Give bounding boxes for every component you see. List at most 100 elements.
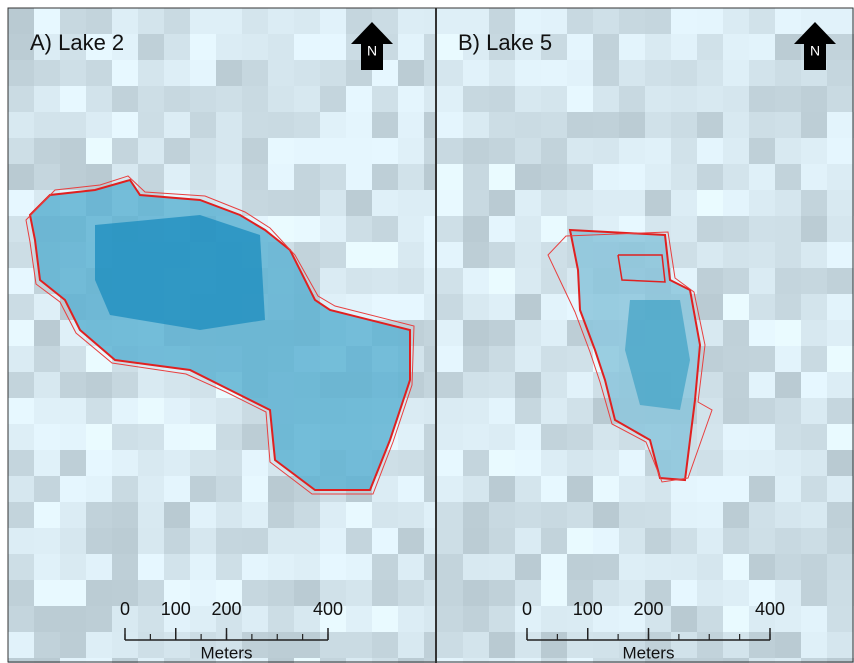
pixel <box>190 86 216 112</box>
pixel <box>8 268 34 294</box>
pixel <box>34 346 60 372</box>
pixel <box>827 242 853 268</box>
pixel <box>671 112 697 138</box>
pixel <box>593 476 619 502</box>
pixel <box>437 606 463 632</box>
pixel <box>437 372 463 398</box>
pixel <box>671 528 697 554</box>
pixel <box>723 216 749 242</box>
pixel <box>346 190 372 216</box>
pixel <box>8 164 34 190</box>
pixel <box>8 502 34 528</box>
scale-label: 400 <box>755 599 785 619</box>
pixel <box>242 424 268 450</box>
pixel <box>645 554 671 580</box>
pixel <box>268 8 294 34</box>
pixel <box>567 138 593 164</box>
pixel <box>515 346 541 372</box>
pixel <box>463 190 489 216</box>
pixel <box>8 346 34 372</box>
pixel <box>723 164 749 190</box>
pixel <box>827 424 853 450</box>
pixel <box>346 138 372 164</box>
pixel <box>86 528 112 554</box>
pixel <box>190 450 216 476</box>
pixel <box>86 632 112 658</box>
pixel <box>138 8 164 34</box>
scale-label: 200 <box>633 599 663 619</box>
pixel <box>671 242 697 268</box>
pixel <box>723 86 749 112</box>
pixel <box>645 138 671 164</box>
pixel <box>112 450 138 476</box>
pixel <box>242 60 268 86</box>
pixel <box>541 554 567 580</box>
pixel <box>34 372 60 398</box>
pixel <box>489 138 515 164</box>
pixel <box>190 554 216 580</box>
pixel <box>8 424 34 450</box>
pixel <box>463 112 489 138</box>
pixel <box>541 372 567 398</box>
scale-unit: Meters <box>201 643 253 662</box>
pixel <box>8 528 34 554</box>
pixel <box>463 346 489 372</box>
pixel <box>60 476 86 502</box>
pixel <box>164 632 190 658</box>
pixel <box>164 554 190 580</box>
pixel <box>489 86 515 112</box>
pixel <box>489 320 515 346</box>
pixel <box>593 632 619 658</box>
pixel <box>749 268 775 294</box>
pixel <box>723 372 749 398</box>
pixel <box>372 528 398 554</box>
pixel <box>723 554 749 580</box>
pixel <box>827 34 853 60</box>
pixel <box>86 60 112 86</box>
pixel <box>697 346 723 372</box>
pixel <box>437 450 463 476</box>
pixel <box>541 398 567 424</box>
pixel <box>346 528 372 554</box>
pixel <box>619 450 645 476</box>
pixel <box>671 190 697 216</box>
pixel <box>775 450 801 476</box>
pixel <box>164 372 190 398</box>
pixel <box>34 164 60 190</box>
pixel <box>437 632 463 658</box>
pixel <box>749 320 775 346</box>
pixel <box>697 86 723 112</box>
pixel <box>112 528 138 554</box>
pixel <box>34 554 60 580</box>
pixel <box>463 294 489 320</box>
pixel <box>398 34 424 60</box>
pixel <box>463 268 489 294</box>
pixel <box>346 554 372 580</box>
pixel <box>541 294 567 320</box>
pixel <box>398 424 424 450</box>
pixel <box>515 632 541 658</box>
pixel <box>34 606 60 632</box>
pixel <box>775 554 801 580</box>
pixel <box>60 346 86 372</box>
pixel <box>541 216 567 242</box>
pixel <box>827 86 853 112</box>
pixel <box>398 190 424 216</box>
pixel <box>723 606 749 632</box>
pixel <box>190 502 216 528</box>
pixel <box>801 242 827 268</box>
pixel <box>164 476 190 502</box>
pixel <box>801 294 827 320</box>
pixel <box>489 268 515 294</box>
pixel <box>463 372 489 398</box>
pixel <box>723 424 749 450</box>
pixel <box>268 190 294 216</box>
pixel <box>827 450 853 476</box>
pixel <box>697 528 723 554</box>
pixel <box>294 138 320 164</box>
pixel <box>372 476 398 502</box>
pixel <box>697 450 723 476</box>
pixel <box>645 476 671 502</box>
pixel <box>567 8 593 34</box>
pixel <box>723 346 749 372</box>
